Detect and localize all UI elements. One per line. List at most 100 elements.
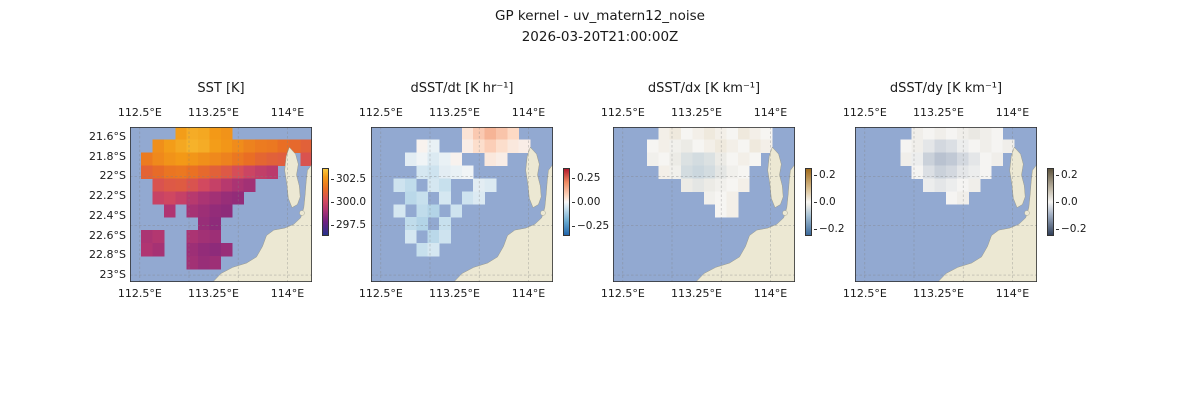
data-cell — [911, 127, 924, 141]
data-cell — [450, 152, 463, 166]
data-cell — [934, 178, 947, 192]
data-cell — [427, 165, 440, 179]
data-cell — [243, 178, 256, 192]
data-cell — [669, 152, 682, 166]
data-cell — [669, 165, 682, 179]
data-cell — [681, 178, 693, 192]
landmass-mainland — [695, 163, 795, 282]
data-cell — [968, 152, 981, 166]
data-cell — [968, 139, 981, 154]
colorbar-dsst-dx: 0.2 0.0 −0.2 — [805, 168, 857, 236]
data-cell — [198, 178, 210, 192]
x-tick-label: 112.5°E — [117, 106, 162, 119]
data-cell — [439, 152, 451, 166]
data-cell — [220, 191, 233, 205]
data-cell — [945, 152, 958, 166]
data-cell — [934, 139, 947, 154]
data-cell — [416, 204, 429, 218]
data-cell — [300, 139, 312, 154]
data-cell — [461, 139, 474, 154]
data-cell — [404, 152, 417, 166]
data-cell — [141, 165, 153, 179]
data-cell — [658, 165, 671, 179]
data-cell — [461, 191, 474, 205]
data-cell — [186, 255, 199, 270]
data-cell — [141, 230, 153, 244]
panel-dsst-dt: dSST/dt [K hr⁻¹] 112.5°E 113.25°E 114°E … — [359, 81, 609, 305]
data-cell — [923, 127, 935, 141]
data-cell — [473, 178, 485, 192]
data-cell — [404, 191, 417, 205]
data-cell — [945, 178, 958, 192]
data-cell — [749, 139, 762, 154]
data-cell — [991, 127, 1004, 141]
data-cell — [186, 191, 199, 205]
data-cell — [427, 152, 440, 166]
data-cell — [175, 127, 188, 141]
data-cell — [186, 243, 199, 257]
data-cell — [277, 152, 290, 166]
data-cell — [715, 178, 727, 192]
colorbar-tick-label: 297.5 — [330, 218, 367, 231]
landmass-mainland — [937, 163, 1037, 282]
data-cell — [198, 204, 210, 218]
landmass-mainland — [212, 163, 312, 282]
data-cell — [198, 139, 210, 154]
panel-dsst-dy: dSST/dy [K km⁻¹] 112.5°E 113.25°E 114°E … — [843, 81, 1087, 305]
data-cell — [220, 152, 233, 166]
data-cell — [1002, 139, 1015, 154]
data-cell — [911, 165, 924, 179]
data-cell — [175, 152, 188, 166]
data-cell — [186, 152, 199, 166]
data-cell — [163, 191, 176, 205]
data-cell — [911, 139, 924, 154]
data-cell — [416, 152, 429, 166]
y-tick-label: 22.8°S — [89, 248, 126, 261]
data-cell — [427, 204, 440, 218]
data-cell — [152, 152, 165, 166]
data-cell — [681, 165, 693, 179]
data-cell — [692, 127, 705, 141]
x-axis-top: 112.5°E 113.25°E 114°E — [359, 106, 553, 120]
data-cell — [427, 139, 440, 154]
x-tick-label: 114°E — [270, 287, 305, 300]
data-cell — [518, 139, 531, 154]
x-tick-label: 113.25°E — [671, 106, 723, 119]
x-tick-label: 113.25°E — [188, 287, 240, 300]
x-tick-label: 112.5°E — [358, 287, 403, 300]
data-cell — [681, 127, 693, 141]
data-cell — [703, 152, 716, 166]
data-cell — [198, 217, 210, 231]
data-cell — [198, 243, 210, 257]
data-cell — [923, 139, 935, 154]
colorbar-tick-label: −0.2 — [1056, 223, 1087, 236]
data-cell — [220, 178, 233, 192]
data-cell — [726, 139, 739, 154]
data-cell — [484, 178, 497, 192]
data-cell — [945, 139, 958, 154]
landmass-cape — [1009, 146, 1026, 208]
map-border — [855, 127, 1037, 282]
colorbar-tick-label: 300.0 — [330, 196, 367, 208]
data-cell — [266, 139, 279, 154]
landmass-mainland — [453, 163, 553, 282]
colorbar-tick-label: 0.0 — [1056, 196, 1078, 208]
data-cell — [254, 139, 267, 154]
data-cell — [968, 178, 981, 192]
data-cell — [658, 127, 671, 141]
data-cell — [198, 127, 210, 141]
island — [299, 210, 305, 216]
data-cell — [209, 127, 222, 141]
data-cell — [749, 152, 762, 166]
data-cell — [484, 139, 497, 154]
data-cell — [934, 152, 947, 166]
y-tick-label: 21.8°S — [89, 150, 126, 163]
data-cell — [277, 139, 290, 154]
x-tick-label: 112.5°E — [358, 106, 403, 119]
data-cell — [461, 127, 474, 141]
x-tick-label: 113.25°E — [913, 106, 965, 119]
x-axis-bottom: 112.5°E 113.25°E 114°E — [601, 287, 795, 301]
data-cell — [703, 139, 716, 154]
data-cell — [416, 139, 429, 154]
